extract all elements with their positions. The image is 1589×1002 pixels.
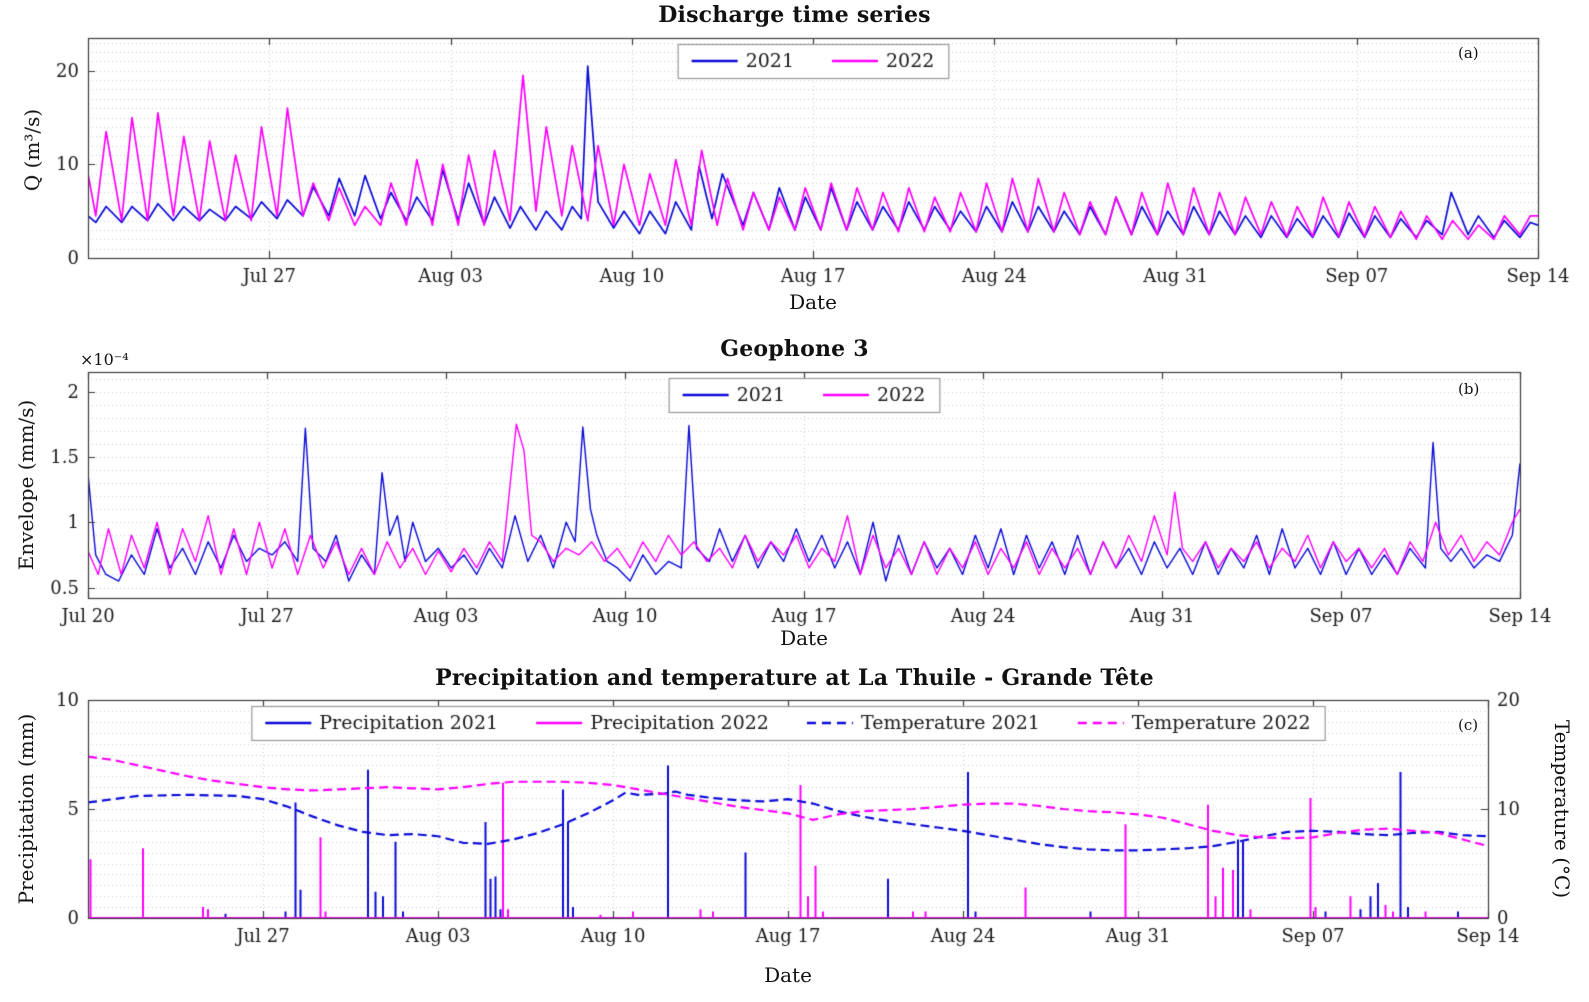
panel-c-corner-label: (c) <box>1458 716 1479 734</box>
panel-c-title: Precipitation and temperature at La Thui… <box>435 665 1154 691</box>
panel-precip-temp: Precipitation and temperature at La Thui… <box>0 665 1589 1002</box>
panel-a-xlabel: Date <box>789 290 837 314</box>
panel-c-ylabel-right: Temperature (°C) <box>1550 719 1574 899</box>
geophone-chart-canvas <box>0 330 1589 665</box>
panel-b-xlabel: Date <box>780 626 828 650</box>
panel-c-xlabel: Date <box>764 963 812 987</box>
panel-discharge: Discharge time series Q (m³/s) Date (a) <box>0 0 1589 330</box>
panel-b-axis-multiplier: ×10⁻⁴ <box>80 350 129 369</box>
panel-c-ylabel-left: Precipitation (mm) <box>14 713 38 905</box>
panel-a-ylabel: Q (m³/s) <box>20 108 44 192</box>
panel-b-title: Geophone 3 <box>720 336 869 362</box>
precip-temp-chart-canvas <box>0 665 1589 1002</box>
panel-geophone: Geophone 3 ×10⁻⁴ Envelope (mm/s) Date (b… <box>0 330 1589 665</box>
panel-b-corner-label: (b) <box>1458 380 1480 398</box>
discharge-chart-canvas <box>0 0 1589 330</box>
panel-a-title: Discharge time series <box>658 2 931 28</box>
panel-a-corner-label: (a) <box>1458 44 1479 62</box>
panel-b-ylabel: Envelope (mm/s) <box>14 399 38 571</box>
